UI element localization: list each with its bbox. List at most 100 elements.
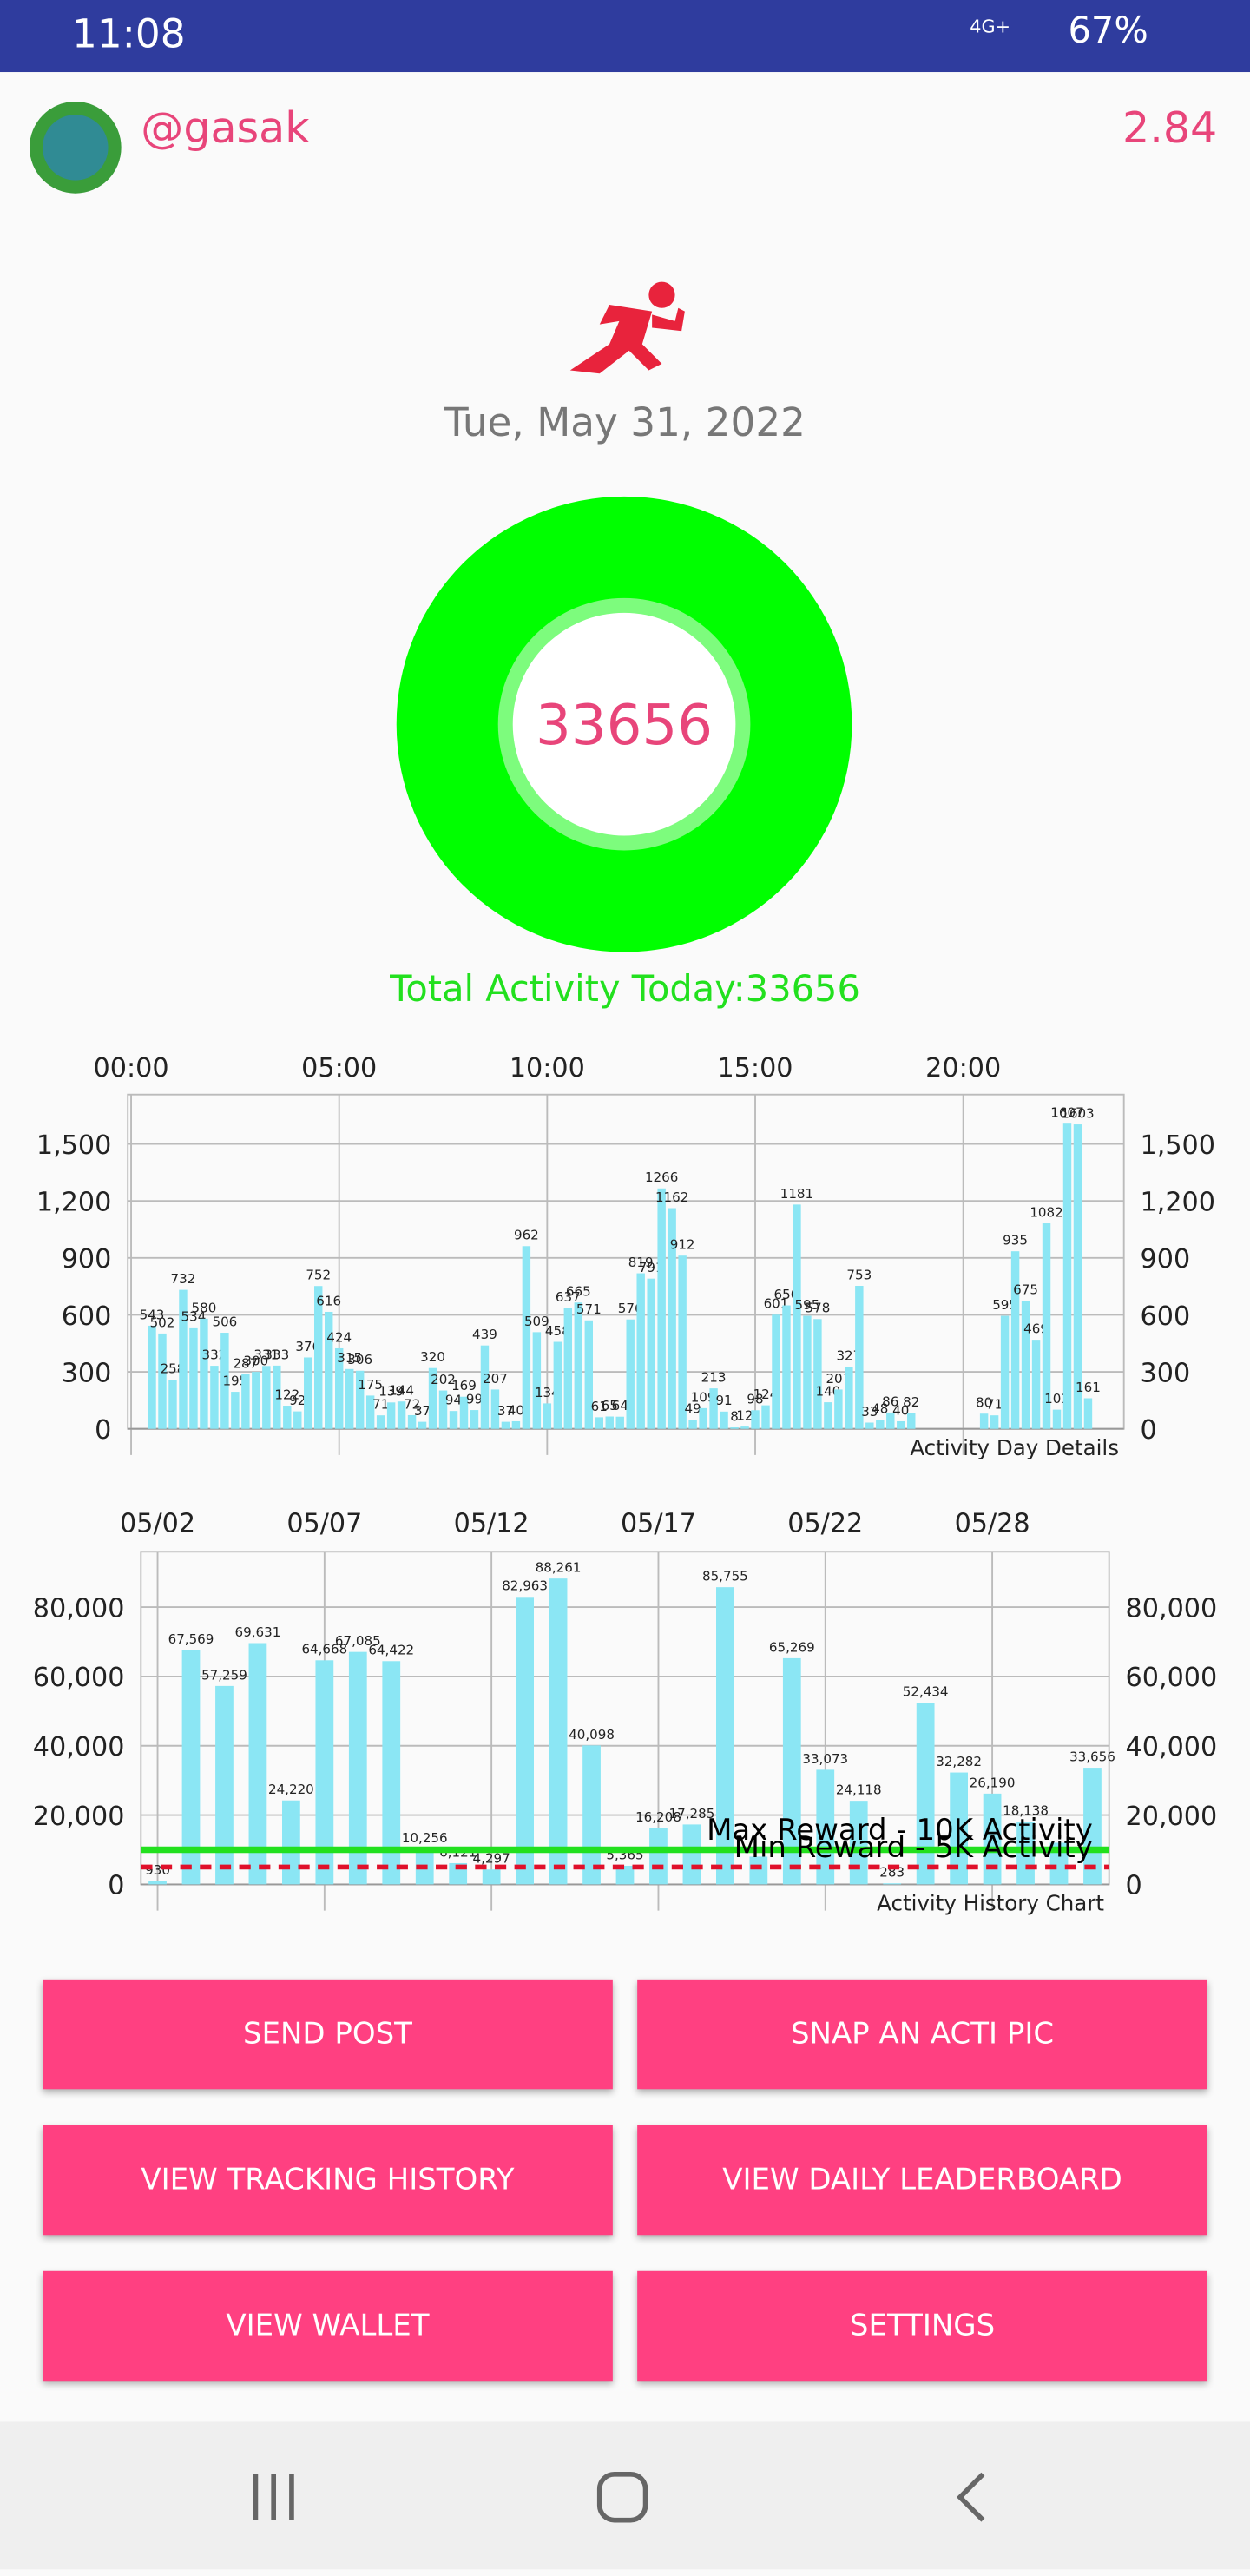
data-label: 1603 xyxy=(1061,1106,1094,1122)
data-label: 33,656 xyxy=(1069,1749,1115,1765)
bar xyxy=(1052,1409,1062,1429)
bar xyxy=(751,1410,760,1429)
data-label: 650 xyxy=(774,1287,799,1302)
y-tick-label: 0 xyxy=(95,1415,111,1446)
button[interactable]: SNAP AN ACTI PIC xyxy=(637,1979,1207,2090)
data-label: 67,569 xyxy=(168,1631,214,1647)
chart-note: Activity History Chart xyxy=(877,1891,1104,1916)
data-label: 287 xyxy=(233,1355,258,1371)
bar xyxy=(428,1367,438,1429)
button[interactable]: VIEW TRACKING HISTORY xyxy=(43,2125,613,2236)
bar xyxy=(1083,1398,1093,1429)
bar xyxy=(668,1208,676,1429)
data-label: 64,668 xyxy=(301,1642,347,1657)
x-tick-label: 05/17 xyxy=(621,1509,696,1539)
bar xyxy=(582,1745,601,1885)
bar xyxy=(315,1660,334,1885)
data-label: 82 xyxy=(903,1394,919,1410)
bar xyxy=(220,1333,229,1429)
y-tick-label: 60,000 xyxy=(33,1663,125,1693)
data-label: 122 xyxy=(274,1387,299,1402)
bar xyxy=(516,1597,534,1885)
y-tick-label: 900 xyxy=(62,1244,112,1275)
bar xyxy=(470,1410,479,1429)
bar xyxy=(990,1415,999,1429)
bar xyxy=(480,1345,490,1429)
data-label: 134 xyxy=(535,1385,560,1400)
data-label: 675 xyxy=(1013,1282,1038,1298)
bar xyxy=(200,1318,208,1429)
bar xyxy=(816,1769,835,1885)
x-tick-label: 05/28 xyxy=(955,1509,1030,1539)
bar xyxy=(855,1285,864,1429)
bar xyxy=(916,1703,935,1885)
bar xyxy=(490,1389,500,1429)
bar xyxy=(168,1380,177,1429)
data-label: 327 xyxy=(836,1348,861,1364)
bar xyxy=(636,1273,645,1429)
bar xyxy=(262,1366,271,1429)
data-label: 469 xyxy=(1023,1321,1049,1337)
x-tick-label: 15:00 xyxy=(718,1053,793,1084)
bar xyxy=(605,1416,614,1429)
data-label: 91 xyxy=(715,1393,732,1408)
data-label: 1082 xyxy=(1030,1204,1062,1220)
bar xyxy=(158,1333,167,1429)
bar xyxy=(397,1401,406,1429)
bar xyxy=(324,1311,333,1429)
bar xyxy=(549,1578,568,1885)
bar xyxy=(148,1325,156,1429)
data-label: 332 xyxy=(202,1347,227,1363)
bar xyxy=(282,1800,300,1885)
runner-icon xyxy=(569,281,685,374)
bar xyxy=(740,1426,749,1429)
back-button[interactable] xyxy=(956,2472,985,2522)
button[interactable]: VIEW DAILY LEADERBOARD xyxy=(637,2125,1207,2236)
bar xyxy=(1042,1223,1051,1429)
battery: 67% xyxy=(1068,11,1148,53)
x-tick-label: 10:00 xyxy=(510,1053,585,1084)
bar xyxy=(1031,1340,1041,1429)
bar xyxy=(449,1411,458,1429)
bar xyxy=(181,1650,201,1885)
data-label: 376 xyxy=(295,1339,320,1354)
bar xyxy=(438,1390,448,1429)
bar xyxy=(501,1421,510,1429)
bar xyxy=(849,1801,868,1885)
data-label: 1162 xyxy=(655,1189,688,1205)
bar xyxy=(682,1824,701,1885)
data-label: 595 xyxy=(795,1297,820,1313)
data-label: 80 xyxy=(976,1395,992,1411)
data-label: 109 xyxy=(691,1389,716,1405)
bar xyxy=(803,1315,812,1429)
button[interactable]: SEND POST xyxy=(43,1979,613,2090)
button[interactable]: SETTINGS xyxy=(637,2270,1207,2382)
data-label: 24,118 xyxy=(836,1782,882,1798)
bar xyxy=(834,1389,843,1429)
bar xyxy=(647,1278,655,1429)
button[interactable]: VIEW WALLET xyxy=(43,2270,613,2382)
x-tick-label: 00:00 xyxy=(94,1053,169,1084)
recent-button[interactable] xyxy=(253,2474,294,2520)
username[interactable]: @gasak xyxy=(141,104,310,155)
data-label: 64,422 xyxy=(368,1643,414,1658)
data-label: 52,434 xyxy=(903,1684,949,1700)
bar xyxy=(241,1374,250,1429)
y2-tick-label: 1,500 xyxy=(1141,1130,1215,1161)
home-button[interactable] xyxy=(596,2471,648,2523)
bar xyxy=(511,1420,521,1429)
bar xyxy=(386,1402,396,1429)
data-label: 752 xyxy=(306,1268,331,1283)
bar xyxy=(459,1396,469,1429)
y-tick-label: 20,000 xyxy=(33,1802,125,1832)
bar xyxy=(761,1405,770,1429)
bar xyxy=(189,1327,198,1429)
data-label: 732 xyxy=(171,1271,196,1287)
y-tick-label: 0 xyxy=(108,1871,124,1901)
status-bar: 11:08 4G+ 67% xyxy=(0,0,1250,73)
data-label: 439 xyxy=(472,1327,497,1342)
bar xyxy=(1073,1124,1082,1429)
bar xyxy=(574,1302,583,1429)
bar xyxy=(1083,1768,1102,1885)
x-tick-label: 05:00 xyxy=(301,1053,377,1084)
